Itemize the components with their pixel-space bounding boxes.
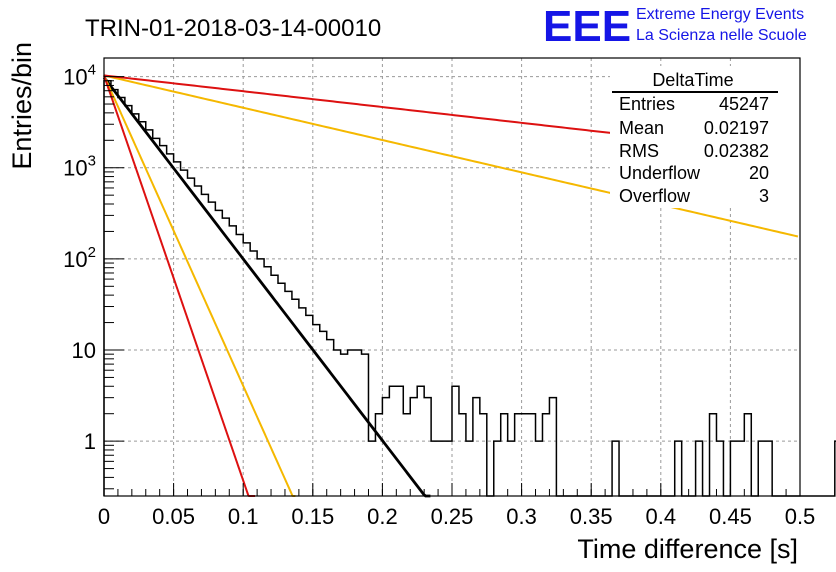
x-tick-label: 0.4	[646, 504, 677, 529]
fit-curve	[102, 76, 431, 498]
stats-label: Entries	[619, 94, 675, 114]
stats-value: 3	[759, 186, 769, 206]
x-tick-label: 0.15	[291, 504, 334, 529]
stats-label: RMS	[619, 141, 659, 161]
stats-value: 0.02382	[704, 141, 769, 161]
stats-label: Mean	[619, 118, 664, 138]
y-tick-labels: 1 10 102 103 104	[63, 62, 96, 455]
x-tick-label: 0.3	[506, 504, 537, 529]
eee-logo: EEE Extreme Energy Events La Scienza nel…	[543, 2, 807, 51]
y-tick-label: 103	[63, 153, 96, 181]
stats-box-background	[610, 66, 798, 208]
x-tick-label: 0.35	[570, 504, 613, 529]
logo-mark: EEE	[543, 2, 631, 51]
x-axis-title: Time difference [s]	[577, 534, 798, 564]
y-tick-label: 10	[72, 338, 96, 363]
x-tick-label: 0	[98, 504, 110, 529]
fit-curve	[103, 75, 296, 497]
x-tick-label: 0.45	[709, 504, 752, 529]
stats-value: 20	[749, 163, 769, 183]
logo-line-1: Extreme Energy Events	[636, 6, 804, 23]
y-axis-title: Entries/bin	[7, 42, 37, 170]
stats-label: Underflow	[619, 163, 701, 183]
plot-title: TRIN-01-2018-03-14-00010	[85, 15, 381, 42]
stats-value: 0.02197	[704, 118, 769, 138]
fit-curve	[103, 74, 799, 238]
x-tick-label: 0.25	[431, 504, 474, 529]
x-tick-label: 0.2	[367, 504, 398, 529]
x-tick-label: 0.05	[152, 504, 195, 529]
fit-curve	[103, 75, 256, 497]
axis-ticks	[103, 76, 801, 496]
histogram-outline	[103, 80, 836, 497]
x-tick-labels: 0 0.05 0.1 0.15 0.2 0.25 0.3 0.35 0.4 0.45 0.5	[98, 504, 815, 529]
y-tick-label: 104	[63, 62, 96, 90]
stats-value: 45247	[719, 94, 769, 114]
x-tick-label: 0.5	[785, 504, 816, 529]
x-tick-label: 0.1	[228, 504, 259, 529]
stats-box: DeltaTime Entries 45247 Mean 0.02197 RMS…	[610, 66, 798, 208]
y-tick-label: 1	[84, 429, 96, 454]
stats-box-title: DeltaTime	[652, 70, 733, 90]
histogram	[103, 80, 836, 497]
logo-line-2: La Scienza nelle Scuole	[636, 27, 807, 44]
stats-label: Overflow	[619, 186, 691, 206]
y-tick-label: 102	[63, 244, 96, 272]
